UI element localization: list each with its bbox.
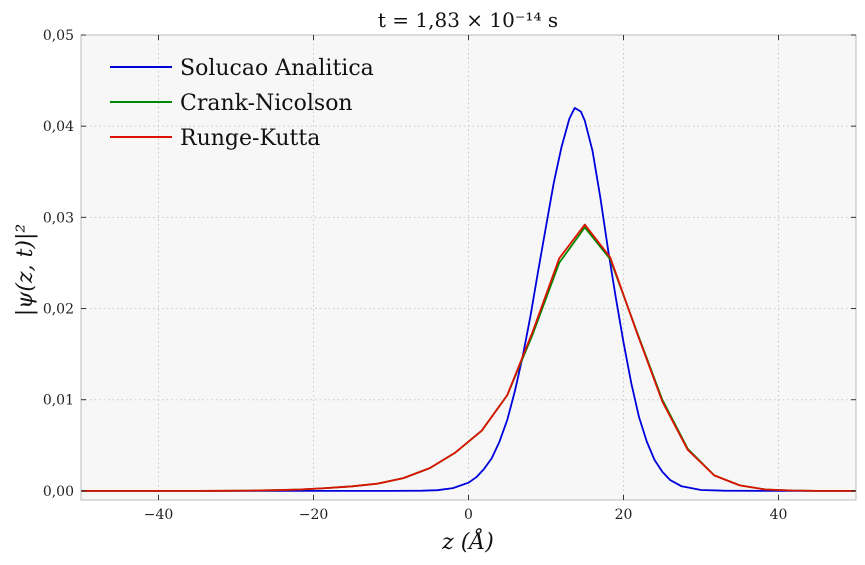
y-tick-label: 0,00 [43, 484, 74, 500]
y-tick-label: 0,02 [43, 302, 74, 318]
chart-title: t = 1,83 × 10⁻¹⁴ s [378, 8, 558, 32]
x-tick-label: 0 [464, 507, 473, 523]
y-tick-label: 0,05 [43, 28, 74, 44]
x-tick-label: 20 [615, 507, 633, 523]
x-tick-labels: −40 −20 0 20 40 [144, 507, 788, 523]
y-tick-label: 0,01 [43, 393, 74, 409]
series-layer [81, 107, 856, 492]
series-line-2 [81, 223, 856, 492]
legend: Solucao Analitica Crank-Nicolson Runge-Kut… [110, 56, 374, 151]
x-tick-label: −40 [144, 507, 174, 523]
legend-label-1: Crank-Nicolson [180, 91, 353, 116]
grid [81, 35, 856, 500]
legend-label-2: Runge-Kutta [180, 126, 320, 151]
legend-label-0: Solucao Analitica [180, 56, 374, 81]
ticks [81, 34, 856, 500]
y-tick-label: 0,03 [43, 210, 74, 226]
y-tick-label: 0,04 [43, 119, 74, 135]
y-axis-title: |ψ(z, t)|² [13, 224, 38, 316]
x-tick-label: −20 [299, 507, 329, 523]
y-tick-labels: 0,00 0,01 0,02 0,03 0,04 0,05 [43, 28, 74, 500]
series-line-0 [81, 107, 856, 492]
x-tick-label: 40 [770, 507, 788, 523]
x-axis-title: z (Å) [441, 527, 494, 555]
